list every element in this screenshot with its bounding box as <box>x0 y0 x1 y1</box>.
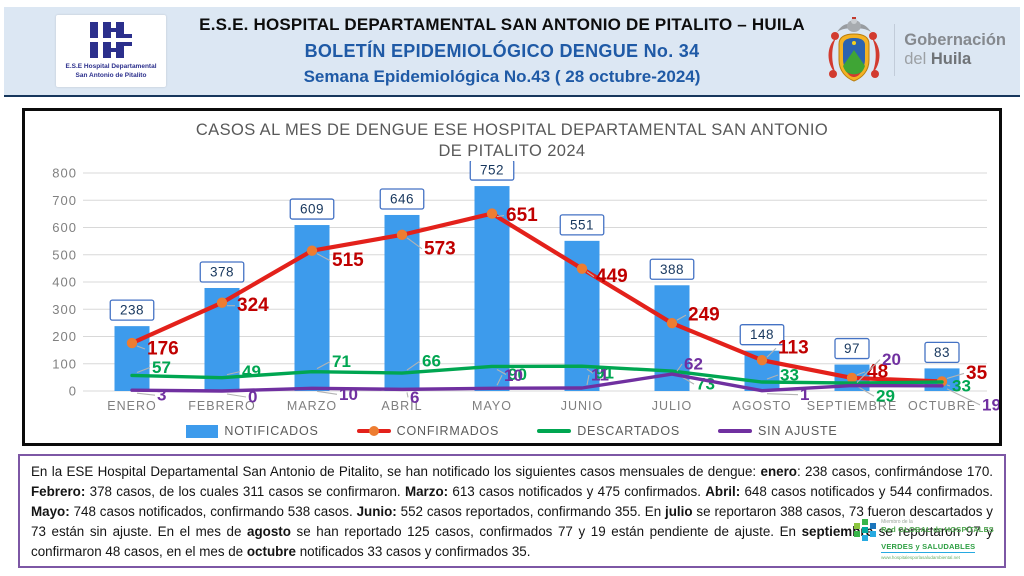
legend-item-descartados: DESCARTADOS <box>537 424 680 438</box>
svg-text:MAYO: MAYO <box>472 399 512 413</box>
svg-text:JULIO: JULIO <box>652 399 692 413</box>
hospital-logo: E.S.E Hospital Departamental San Antonio… <box>56 15 166 87</box>
svg-text:ABRIL: ABRIL <box>381 399 422 413</box>
gov-logo-divider <box>894 24 896 76</box>
hospital-logo-icon <box>90 22 132 59</box>
chart-panel: CASOS AL MES DE DENGUE ESE HOSPITAL DEPA… <box>22 108 1002 446</box>
svg-text:800: 800 <box>52 166 77 181</box>
svg-text:91: 91 <box>595 364 614 383</box>
svg-text:33: 33 <box>952 377 971 396</box>
svg-text:515: 515 <box>332 250 364 271</box>
svg-text:449: 449 <box>596 266 628 287</box>
svg-text:609: 609 <box>300 202 324 217</box>
green-line-swatch-icon <box>537 429 572 434</box>
svg-text:FEBRERO: FEBRERO <box>188 399 255 413</box>
squares-grid-icon <box>854 519 877 542</box>
svg-text:97: 97 <box>844 341 860 356</box>
legend-item-notificados: NOTIFICADOS <box>186 424 318 438</box>
svg-text:OCTUBRE: OCTUBRE <box>908 399 976 413</box>
svg-text:100: 100 <box>52 357 77 372</box>
svg-text:SEPTIEMBRE: SEPTIEMBRE <box>807 399 898 413</box>
svg-text:238: 238 <box>120 303 144 318</box>
svg-text:ENERO: ENERO <box>107 399 156 413</box>
summary-text: En la ESE Hospital Departamental San Ant… <box>31 464 993 560</box>
svg-text:378: 378 <box>210 265 234 280</box>
svg-text:20: 20 <box>882 350 901 369</box>
summary-panel: En la ESE Hospital Departamental San Ant… <box>18 454 1006 568</box>
svg-text:0: 0 <box>248 388 257 407</box>
svg-text:300: 300 <box>52 302 77 317</box>
svg-text:200: 200 <box>52 329 77 344</box>
svg-text:324: 324 <box>237 295 269 316</box>
chart-title: CASOS AL MES DE DENGUE ESE HOSPITAL DEPA… <box>195 121 829 160</box>
svg-text:500: 500 <box>52 248 77 263</box>
svg-text:388: 388 <box>660 262 684 277</box>
header-titles: E.S.E. HOSPITAL DEPARTAMENTAL SAN ANTONI… <box>182 10 822 87</box>
hospital-logo-text: E.S.E Hospital Departamental San Antonio… <box>65 63 157 79</box>
svg-text:6: 6 <box>410 388 419 407</box>
svg-text:752: 752 <box>480 163 504 178</box>
svg-text:148: 148 <box>750 327 774 342</box>
chart-legend: NOTIFICADOS CONFIRMADOS DESCARTADOS SIN … <box>25 420 999 442</box>
svg-text:176: 176 <box>147 339 179 360</box>
svg-text:573: 573 <box>424 239 456 260</box>
svg-text:AGOSTO: AGOSTO <box>732 399 791 413</box>
svg-text:19: 19 <box>982 396 999 415</box>
svg-text:33: 33 <box>780 366 799 385</box>
svg-text:JUNIO: JUNIO <box>561 399 604 413</box>
svg-text:11: 11 <box>591 366 609 385</box>
svg-text:71: 71 <box>332 352 351 371</box>
svg-text:646: 646 <box>390 192 414 207</box>
legend-item-sin-ajuste: SIN AJUSTE <box>718 424 838 438</box>
svg-text:700: 700 <box>52 193 77 208</box>
svg-text:600: 600 <box>52 220 77 235</box>
svg-text:29: 29 <box>876 387 895 406</box>
gov-logo-text: Gobernación del Huila <box>904 31 1006 68</box>
svg-text:35: 35 <box>966 363 988 384</box>
green-hospitals-logo-text: Miembro de la Red GLOBAL de HOSPITALES V… <box>881 519 994 560</box>
bar-swatch-icon <box>186 424 219 438</box>
week-subtitle: Semana Epidemiológica No.43 ( 28 octubre… <box>303 67 701 86</box>
svg-text:57: 57 <box>152 358 171 377</box>
svg-text:66: 66 <box>422 352 441 371</box>
svg-text:10: 10 <box>504 366 523 385</box>
gov-logo: Gobernación del Huila <box>823 16 1006 84</box>
bulletin-title: BOLETÍN EPIDEMIOLÓGICO DENGUE No. 34 <box>304 41 700 61</box>
line-marker-swatch-icon <box>356 426 391 437</box>
svg-text:249: 249 <box>688 305 720 326</box>
svg-text:49: 49 <box>242 362 261 381</box>
svg-text:1: 1 <box>800 385 809 404</box>
svg-text:113: 113 <box>778 338 809 359</box>
purple-line-swatch-icon <box>718 429 753 434</box>
green-hospitals-logo: Miembro de la Red GLOBAL de HOSPITALES V… <box>854 519 994 561</box>
svg-text:3: 3 <box>157 386 166 405</box>
legend-item-confirmados: CONFIRMADOS <box>356 424 500 438</box>
svg-text:651: 651 <box>506 205 538 226</box>
page-title: E.S.E. HOSPITAL DEPARTAMENTAL SAN ANTONI… <box>199 15 805 34</box>
svg-text:0: 0 <box>69 384 77 399</box>
svg-text:400: 400 <box>52 275 77 290</box>
svg-text:62: 62 <box>684 355 703 374</box>
svg-text:10: 10 <box>339 385 358 404</box>
svg-text:83: 83 <box>934 345 950 360</box>
svg-text:MARZO: MARZO <box>287 399 337 413</box>
header: E.S.E Hospital Departamental San Antonio… <box>4 7 1020 97</box>
svg-text:551: 551 <box>570 218 594 233</box>
svg-text:90: 90 <box>508 365 527 384</box>
huila-crest-icon <box>828 17 880 82</box>
